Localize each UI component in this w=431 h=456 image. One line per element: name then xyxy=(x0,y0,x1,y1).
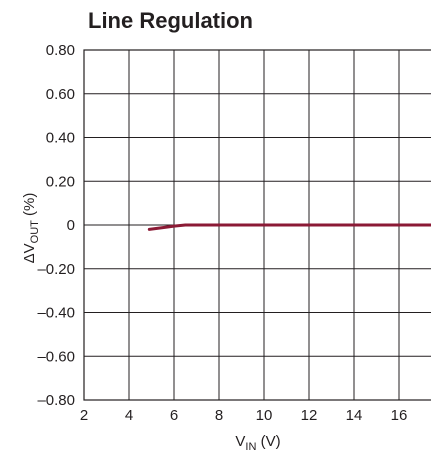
x-tick-label: 6 xyxy=(170,407,178,424)
chart-title: Line Regulation xyxy=(88,8,253,33)
y-tick-label: 0.80 xyxy=(46,42,75,59)
x-axis-label: VIN (V) xyxy=(235,433,280,453)
x-tick-labels: 2 4 6 8 10 12 14 16 xyxy=(80,407,408,424)
y-axis-label: ΔVOUT (%) xyxy=(21,193,41,264)
y-tick-label: 0.40 xyxy=(46,130,75,147)
y-tick-label: –0.80 xyxy=(37,392,75,409)
x-tick-label: 16 xyxy=(391,407,408,424)
series-layer xyxy=(147,223,431,231)
y-tick-label: 0 xyxy=(67,217,75,234)
y-tick-labels: 0.80 0.60 0.40 0.20 0 –0.20 –0.40 –0.60 –0.80 xyxy=(37,42,75,409)
x-tick-label: 2 xyxy=(80,407,88,424)
x-tick-label: 4 xyxy=(125,407,133,424)
series-line xyxy=(147,223,431,231)
x-tick-label: 14 xyxy=(346,407,363,424)
plot-frame xyxy=(83,49,431,401)
y-tick-label: 0.60 xyxy=(46,86,75,103)
x-tick-label: 12 xyxy=(301,407,318,424)
y-tick-label: –0.60 xyxy=(37,348,75,365)
y-tick-label: –0.40 xyxy=(37,305,75,322)
y-tick-label: 0.20 xyxy=(46,173,75,190)
x-tick-label: 10 xyxy=(256,407,273,424)
x-tick-label: 8 xyxy=(215,407,223,424)
y-tick-label: –0.20 xyxy=(37,261,75,278)
